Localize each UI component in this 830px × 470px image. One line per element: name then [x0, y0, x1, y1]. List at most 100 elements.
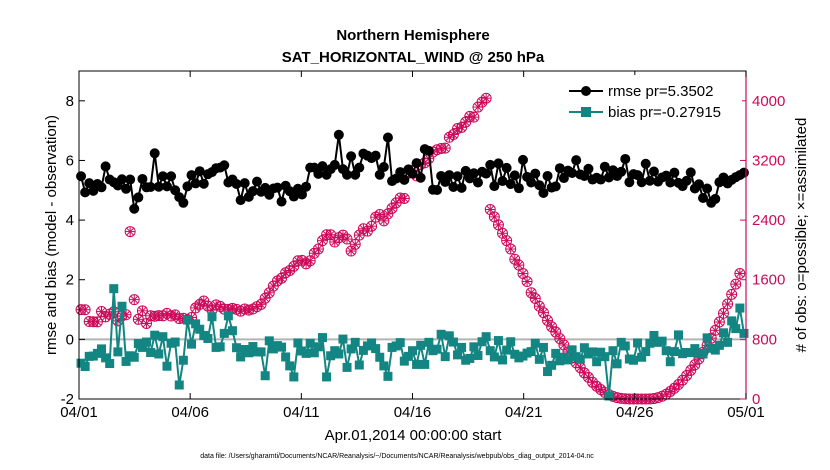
rmse-point	[517, 154, 528, 165]
bias-point	[498, 355, 508, 365]
rmse-point	[452, 171, 463, 182]
obs-point	[505, 243, 517, 255]
bias-point	[526, 347, 536, 357]
rmse-point	[157, 171, 168, 182]
bias-point	[264, 336, 274, 346]
bias-point	[588, 347, 598, 357]
bias-point	[219, 328, 229, 338]
rmse-point	[640, 158, 651, 169]
bias-point	[690, 344, 700, 354]
bias-point	[669, 347, 679, 357]
bias-point	[154, 349, 164, 359]
bias-point	[612, 359, 622, 369]
bias-point	[244, 348, 254, 358]
bias-point	[350, 337, 360, 347]
bias-point	[260, 371, 270, 381]
bias-point	[727, 316, 737, 326]
bias-point	[97, 344, 107, 354]
x-axis-label: Apr.01,2014 00:00:00 start	[325, 427, 503, 444]
legend: rmse pr=5.3502 bias pr=-0.27915	[561, 75, 742, 125]
legend-rmse-label: rmse pr=5.3502	[608, 83, 713, 100]
rmse-point	[76, 171, 87, 182]
bias-point	[150, 330, 160, 340]
bias-point	[657, 336, 667, 346]
rmse-point	[456, 182, 467, 193]
series-bias	[76, 284, 749, 401]
bias-point	[473, 350, 483, 360]
rmse-point	[121, 183, 132, 194]
rmse-point	[595, 174, 606, 185]
bias-point	[379, 361, 389, 371]
rmse-point	[567, 167, 578, 178]
legend-box	[561, 75, 742, 125]
legend-bias-label: bias pr=-0.27915	[608, 104, 721, 121]
rmse-point	[468, 168, 479, 179]
rmse-point	[538, 187, 549, 198]
series-rmse	[76, 129, 749, 214]
bias-point	[113, 347, 123, 357]
obs-point	[329, 236, 341, 248]
rmse-point	[239, 178, 250, 189]
rmse-point	[125, 174, 136, 185]
rmse-point	[370, 150, 381, 161]
bias-point	[248, 342, 258, 352]
x-tick-label: 04/11	[283, 404, 319, 421]
rmse-point	[693, 179, 704, 190]
bias-point	[412, 359, 422, 369]
rmse-point	[738, 167, 749, 178]
y-left-tick-label: 0	[66, 331, 74, 348]
rmse-point	[96, 182, 107, 193]
rmse-point	[685, 167, 696, 178]
x-tick-label: 04/06	[171, 404, 209, 421]
rmse-point	[485, 159, 496, 170]
rmse-point	[472, 177, 483, 188]
obs-point	[128, 294, 140, 306]
rmse-point	[444, 170, 455, 181]
obs-point	[353, 229, 365, 241]
y-right-tick-label: 2400	[752, 212, 785, 229]
rmse-point	[460, 165, 471, 176]
rmse-point	[346, 151, 357, 162]
obs-point	[460, 116, 472, 128]
x-tick-label: 04/16	[394, 404, 432, 421]
bias-point	[575, 354, 585, 364]
rmse-point	[161, 181, 172, 192]
bias-point	[477, 337, 487, 347]
obs-point	[79, 304, 91, 316]
rmse-point	[129, 203, 140, 214]
bias-point	[178, 355, 188, 365]
rmse-point	[526, 177, 537, 188]
bias-point	[195, 324, 205, 334]
bias-point	[367, 338, 377, 348]
rmse-point	[710, 193, 721, 204]
obs-point	[525, 287, 537, 299]
bias-point	[117, 301, 127, 311]
obs-point	[488, 211, 500, 223]
bias-point	[637, 352, 647, 362]
bias-point	[416, 340, 426, 350]
rmse-point	[616, 166, 627, 177]
rmse-point	[493, 158, 504, 169]
rmse-point	[194, 166, 205, 177]
obs-point	[202, 300, 214, 312]
bias-point	[469, 342, 479, 352]
bias-point	[334, 349, 344, 359]
bias-point	[702, 333, 712, 343]
rmse-point	[231, 179, 242, 190]
bias-point	[436, 329, 446, 339]
obs-point	[136, 305, 148, 317]
bias-point	[424, 337, 434, 347]
bias-point	[162, 361, 172, 371]
rmse-point	[219, 160, 230, 171]
bias-point	[121, 356, 131, 366]
rmse-point	[636, 177, 647, 188]
bias-point	[371, 344, 381, 354]
bias-point	[665, 357, 675, 367]
bias-point	[731, 324, 741, 334]
bias-point	[236, 352, 246, 362]
rmse-point	[558, 173, 569, 184]
rmse-point	[534, 180, 545, 191]
rmse-point	[648, 166, 659, 177]
bias-point	[489, 352, 499, 362]
bias-point	[232, 343, 242, 353]
